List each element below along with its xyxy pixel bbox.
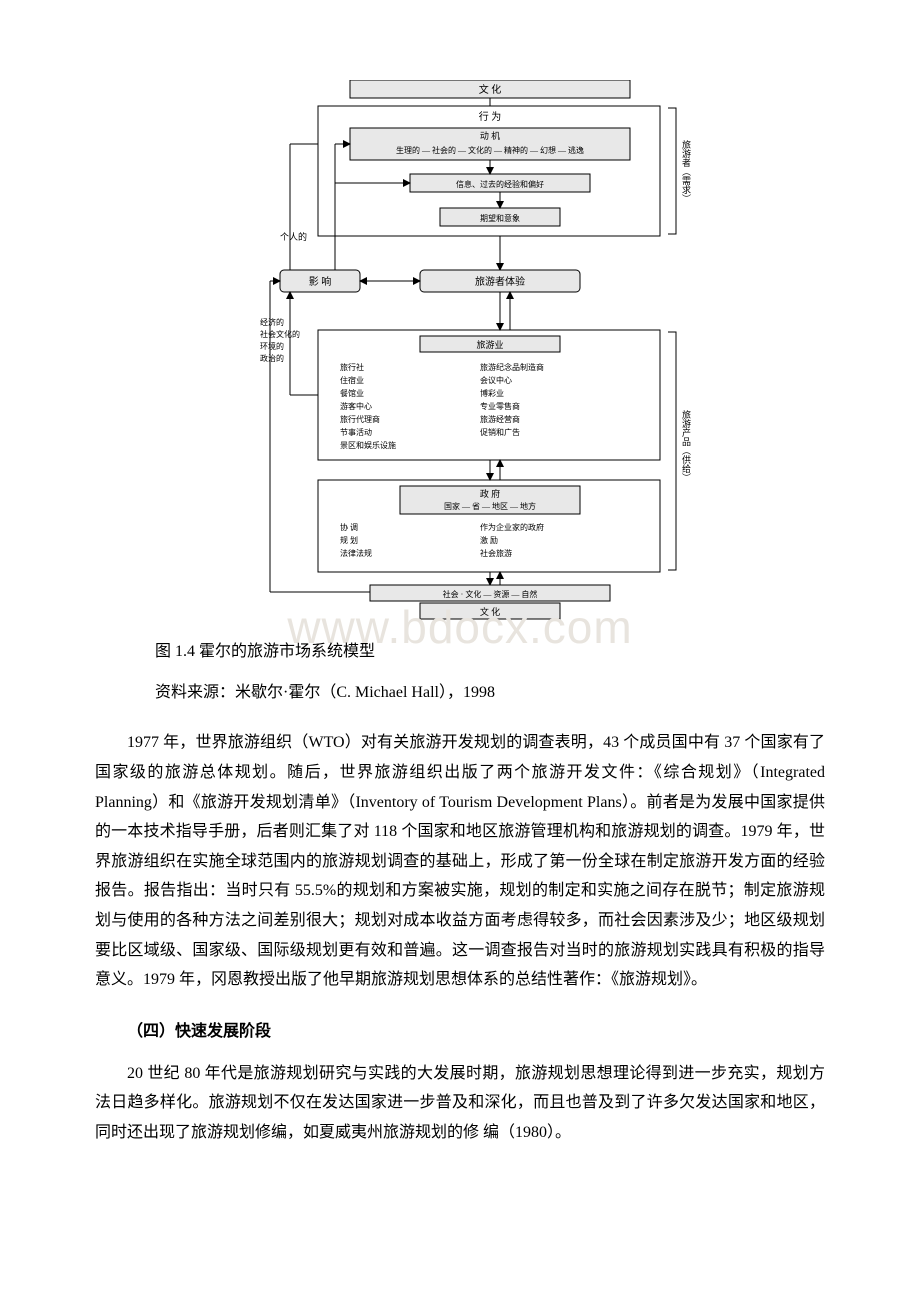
ind-l-0: 旅行社 [340,362,364,372]
ind-l-4: 旅行代理商 [340,414,380,424]
paragraph-2: 20 世纪 80 年代是旅游规划研究与实践的大发展时期，旅游规划思想理论得到进一… [95,1059,825,1148]
gov-l-2: 法律法规 [340,548,372,558]
label-info: 信息、过去的经验和偏好 [456,179,544,189]
label-motivation-line: 生理的 — 社会的 — 文化的 — 精神的 — 幻想 — 逃逸 [396,145,584,155]
section-heading: （四）快速发展阶段 [95,1017,825,1041]
label-industry: 旅游业 [476,339,503,350]
label-product-supply: 旅游产品（供给） [681,409,691,482]
gov-r-0: 激 励 [480,535,498,545]
gov-l-0: 协 调 [340,522,358,532]
label-gov-line: 国家 — 省 — 地区 — 地方 [444,501,536,511]
ind-l-2: 餐馆业 [340,388,364,398]
label-impact-2: 社会文化的 [260,329,300,339]
ind-r-3: 专业零售商 [480,401,520,411]
label-motivation: 动 机 [480,130,500,141]
ind-l-3: 游客中心 [340,401,372,411]
ind-r-5: 促销和广告 [480,427,520,437]
ind-r-0: 旅游纪念品制造商 [480,362,544,372]
label-expect: 期望和意象 [480,213,520,223]
gov-r-1: 社会旅游 [480,548,512,558]
paragraph-1: 1977 年，世界旅游组织（WTO）对有关旅游开发规划的调查表明，43 个成员国… [95,728,825,994]
label-experience: 旅游者体验 [475,275,525,288]
gov-l-1: 规 划 [340,535,358,545]
label-impact-3: 环境的 [260,341,284,351]
figure-caption: 图 1.4 霍尔的旅游市场系统模型 [155,638,825,665]
diagram-container: 文 化 行 为 动 机 生理的 — 社会的 — 文化的 — 精神的 — 幻想 —… [220,80,700,620]
label-personal: 个人的 [280,231,307,242]
label-culture-top: 文 化 [479,83,502,96]
ind-r-4: 旅游经营商 [480,414,520,424]
gov-r-title: 作为企业家的政府 [480,522,544,532]
label-influence: 影 响 [309,275,332,288]
figure-source: 资料来源：米歇尔·霍尔（C. Michael Hall），1998 [155,679,825,706]
hall-tourism-system-diagram: 文 化 行 为 动 机 生理的 — 社会的 — 文化的 — 精神的 — 幻想 —… [220,80,700,620]
label-behavior: 行 为 [479,110,502,123]
ind-r-2: 博彩业 [480,388,504,398]
label-bottom2: 文 化 [480,606,500,617]
label-gov: 政 府 [480,488,500,499]
label-tourist-demand: 旅游者（需求） [681,139,691,203]
label-bottom1: 社会 · 文化 — 资源 — 自然 [443,589,538,599]
label-impact-1: 经济的 [260,317,284,327]
ind-l-5: 节事活动 [340,427,372,437]
ind-l-6: 景区和娱乐设施 [340,440,396,450]
label-impact-4: 政治的 [260,353,284,363]
ind-r-1: 会议中心 [480,375,512,385]
ind-l-1: 住宿业 [340,375,364,385]
